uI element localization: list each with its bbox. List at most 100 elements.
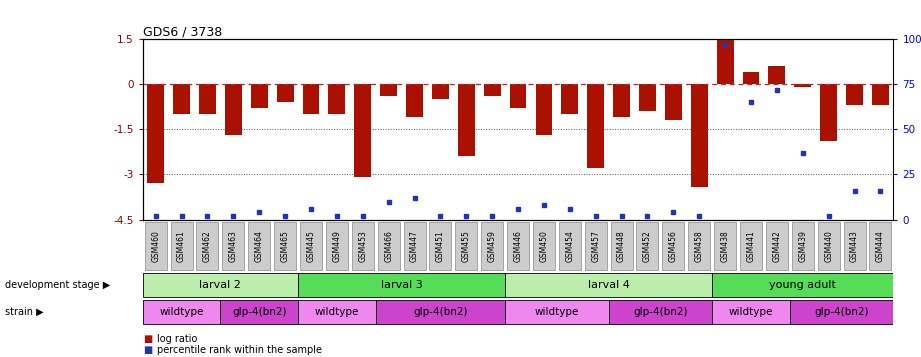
Text: GSM453: GSM453 <box>358 230 367 262</box>
Text: GSM447: GSM447 <box>410 230 419 262</box>
Bar <box>276 84 294 102</box>
FancyBboxPatch shape <box>455 222 477 270</box>
Bar <box>147 84 164 183</box>
Text: GSM449: GSM449 <box>332 230 342 262</box>
Text: young adult: young adult <box>769 280 836 290</box>
Text: glp-4(bn2): glp-4(bn2) <box>633 307 688 317</box>
Text: GSM463: GSM463 <box>228 230 238 262</box>
FancyBboxPatch shape <box>143 273 298 297</box>
Bar <box>432 84 449 99</box>
Bar <box>717 39 733 84</box>
Text: GSM452: GSM452 <box>643 231 652 262</box>
Bar <box>199 84 216 114</box>
FancyBboxPatch shape <box>790 300 893 324</box>
FancyBboxPatch shape <box>376 300 505 324</box>
Text: GSM454: GSM454 <box>565 230 575 262</box>
Bar <box>742 72 760 84</box>
Text: glp-4(bn2): glp-4(bn2) <box>414 307 468 317</box>
FancyBboxPatch shape <box>352 222 374 270</box>
Text: larval 3: larval 3 <box>380 280 423 290</box>
FancyBboxPatch shape <box>298 273 505 297</box>
FancyBboxPatch shape <box>662 222 684 270</box>
Text: GSM456: GSM456 <box>669 230 678 262</box>
FancyBboxPatch shape <box>505 273 712 297</box>
FancyBboxPatch shape <box>714 222 736 270</box>
FancyBboxPatch shape <box>170 222 192 270</box>
Text: wildtype: wildtype <box>729 307 774 317</box>
FancyBboxPatch shape <box>869 222 892 270</box>
Text: wildtype: wildtype <box>159 307 204 317</box>
Bar <box>562 84 578 114</box>
FancyBboxPatch shape <box>274 222 297 270</box>
FancyBboxPatch shape <box>505 300 609 324</box>
Text: GSM444: GSM444 <box>876 230 885 262</box>
FancyBboxPatch shape <box>740 222 762 270</box>
Text: percentile rank within the sample: percentile rank within the sample <box>157 345 321 355</box>
FancyBboxPatch shape <box>636 222 659 270</box>
Text: glp-4(bn2): glp-4(bn2) <box>814 307 869 317</box>
FancyBboxPatch shape <box>222 222 244 270</box>
FancyBboxPatch shape <box>688 222 710 270</box>
Bar <box>173 84 190 114</box>
Text: GSM466: GSM466 <box>384 230 393 262</box>
Bar <box>406 84 423 117</box>
Text: GSM442: GSM442 <box>773 231 781 262</box>
FancyBboxPatch shape <box>712 300 790 324</box>
FancyBboxPatch shape <box>378 222 400 270</box>
FancyBboxPatch shape <box>533 222 555 270</box>
Bar <box>484 84 501 96</box>
Text: GSM441: GSM441 <box>747 231 755 262</box>
Bar <box>639 84 656 111</box>
Text: GSM464: GSM464 <box>255 230 263 262</box>
FancyBboxPatch shape <box>481 222 503 270</box>
Bar <box>251 84 268 109</box>
Text: GSM461: GSM461 <box>177 231 186 262</box>
Text: GSM446: GSM446 <box>514 230 522 262</box>
FancyBboxPatch shape <box>145 222 167 270</box>
Bar <box>846 84 863 105</box>
Bar <box>768 66 786 84</box>
Bar <box>795 84 811 87</box>
Bar <box>303 84 320 114</box>
Bar <box>588 84 604 169</box>
Text: GSM458: GSM458 <box>694 231 704 262</box>
Text: development stage ▶: development stage ▶ <box>5 280 110 290</box>
Text: GSM439: GSM439 <box>799 230 808 262</box>
FancyBboxPatch shape <box>403 222 426 270</box>
Text: GSM465: GSM465 <box>281 230 289 262</box>
Text: ■: ■ <box>143 334 152 344</box>
Text: GSM451: GSM451 <box>436 231 445 262</box>
Text: GSM448: GSM448 <box>617 231 626 262</box>
Text: ■: ■ <box>143 345 152 355</box>
FancyBboxPatch shape <box>585 222 607 270</box>
FancyBboxPatch shape <box>326 222 348 270</box>
FancyBboxPatch shape <box>220 300 298 324</box>
FancyBboxPatch shape <box>792 222 814 270</box>
Text: wildtype: wildtype <box>535 307 579 317</box>
Text: GSM459: GSM459 <box>488 230 496 262</box>
Bar <box>821 84 837 141</box>
Text: GSM440: GSM440 <box>824 230 834 262</box>
FancyBboxPatch shape <box>300 222 322 270</box>
Text: GSM438: GSM438 <box>720 231 729 262</box>
Text: GSM455: GSM455 <box>461 230 471 262</box>
Text: GSM457: GSM457 <box>591 230 600 262</box>
Bar <box>329 84 345 114</box>
FancyBboxPatch shape <box>298 300 376 324</box>
Text: GSM460: GSM460 <box>151 230 160 262</box>
Bar <box>225 84 241 135</box>
FancyBboxPatch shape <box>196 222 218 270</box>
FancyBboxPatch shape <box>712 273 893 297</box>
FancyBboxPatch shape <box>507 222 529 270</box>
Bar <box>458 84 474 156</box>
Bar <box>355 84 371 177</box>
FancyBboxPatch shape <box>844 222 866 270</box>
Bar <box>665 84 682 120</box>
Text: glp-4(bn2): glp-4(bn2) <box>232 307 286 317</box>
FancyBboxPatch shape <box>818 222 840 270</box>
Text: GSM450: GSM450 <box>540 230 548 262</box>
Bar <box>509 84 527 109</box>
Text: GDS6 / 3738: GDS6 / 3738 <box>143 25 222 38</box>
Text: strain ▶: strain ▶ <box>5 307 43 317</box>
FancyBboxPatch shape <box>429 222 451 270</box>
